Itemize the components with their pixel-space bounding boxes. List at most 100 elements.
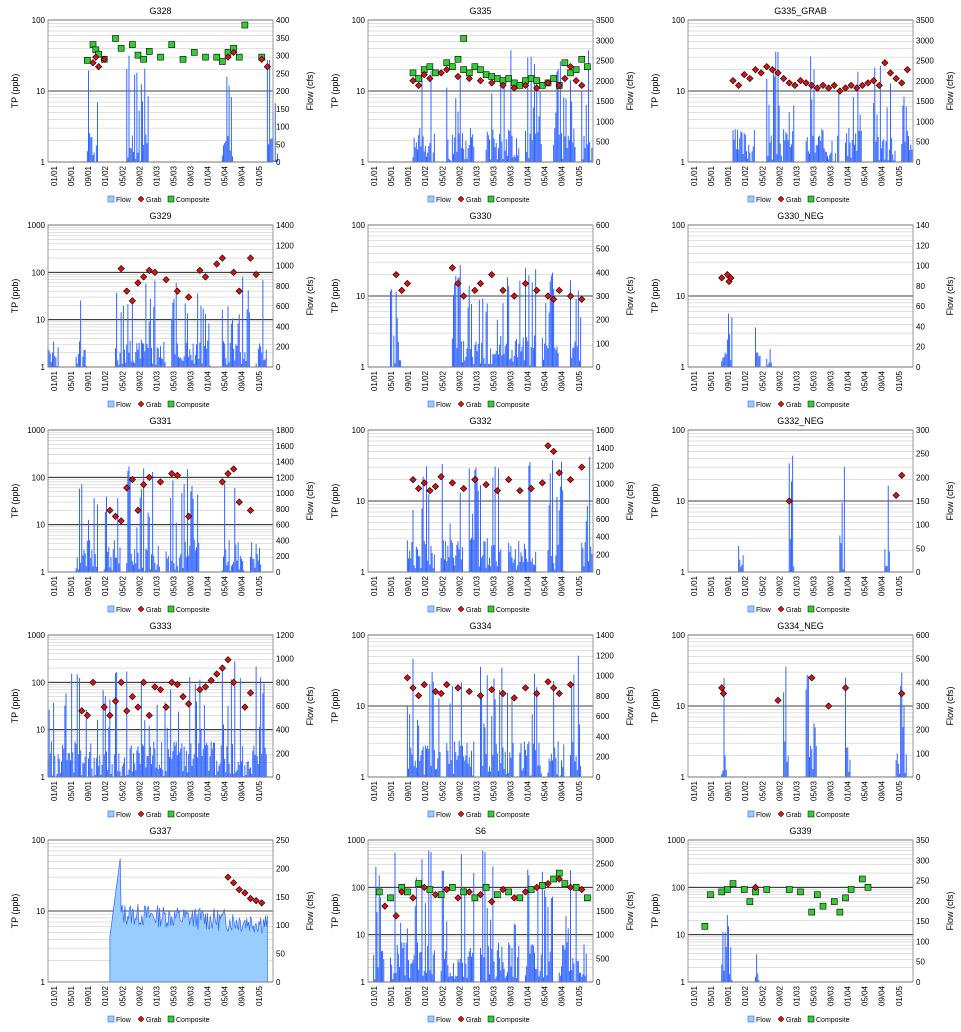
grab-point xyxy=(173,287,181,295)
chart-panel-g335-grab: G335_GRAB 1 10 100 0 500 1000 1500 2000 2500 3000 3… xyxy=(640,0,960,210)
grab-point xyxy=(740,71,748,79)
grab-point xyxy=(476,692,485,700)
x-tick-label: 09/01 xyxy=(724,575,733,596)
y-tick-label: 100 xyxy=(672,883,686,892)
grab-point xyxy=(499,885,507,894)
x-tick-label: 09/01 xyxy=(84,575,93,596)
legend-flow-swatch xyxy=(107,605,115,613)
composite-point xyxy=(213,53,221,61)
y-tick-label: 1 xyxy=(681,158,686,167)
grab-point xyxy=(415,484,423,493)
grab-point xyxy=(128,297,136,305)
legend: Flow Grab Composite xyxy=(107,605,210,614)
composite-point xyxy=(443,59,451,67)
grab-point xyxy=(224,656,232,664)
legend-grab-label: Grab xyxy=(146,812,162,819)
x-tick-label: 01/05 xyxy=(575,780,584,801)
y2-tick-label: 1000 xyxy=(596,479,614,488)
y-tick-label: 10 xyxy=(356,292,365,301)
x-tick-label: 09/04 xyxy=(878,165,887,186)
grab-point xyxy=(499,286,507,295)
grab-point xyxy=(437,69,445,77)
x-tick-label: 09/02 xyxy=(135,165,144,186)
x-tick-label: 05/03 xyxy=(809,370,818,391)
legend-grab-label: Grab xyxy=(466,197,482,204)
y2-tick-label: 2000 xyxy=(596,883,614,892)
y-tick-label: 1000 xyxy=(347,836,365,845)
x-tick-label: 01/01 xyxy=(690,575,699,596)
x-tick-label: 01/02 xyxy=(421,370,430,391)
chart-svg: G335110100050010001500200025003000350001… xyxy=(330,6,635,204)
grab-point xyxy=(836,87,844,95)
y-tick-label: 10 xyxy=(676,292,685,301)
chart-panel-g331: G331 1 10 100 1000 0 200 400 600 800 1000 1200 1400 1… xyxy=(0,410,320,620)
grab-point xyxy=(415,692,423,700)
y2-tick-label: 500 xyxy=(596,245,610,254)
y-tick-label: 1 xyxy=(681,568,686,577)
y2-tick-label: 400 xyxy=(276,726,290,735)
plot-frame xyxy=(687,429,914,573)
grab-point xyxy=(729,77,737,85)
grab-point xyxy=(718,684,726,692)
grab-point xyxy=(185,700,193,708)
grab-point xyxy=(825,84,833,92)
grab-point xyxy=(252,897,260,905)
chart-svg: G331 1 10 100 1000 0 200 400 600 800 1000 1200 1400 1… xyxy=(10,416,315,614)
x-tick-label: 01/03 xyxy=(792,780,801,801)
chart-title: G331 xyxy=(149,416,171,426)
plot-frame xyxy=(687,634,914,778)
x-tick-label: 05/01 xyxy=(67,575,76,596)
y2-tick-label: 20 xyxy=(916,343,925,352)
y2-tick-label: 500 xyxy=(596,138,610,147)
y2-tick-label: 350 xyxy=(916,836,930,845)
legend-flow-label: Flow xyxy=(756,197,772,204)
x-tick-label: 01/01 xyxy=(50,985,59,1006)
x-tick-label: 01/02 xyxy=(421,780,430,801)
chart-title: G335_GRAB xyxy=(774,6,827,16)
x-tick-label: 09/04 xyxy=(558,370,567,391)
grab-point xyxy=(106,711,114,720)
x-tick-label: 05/04 xyxy=(861,780,870,801)
grab-point xyxy=(426,74,434,83)
x-tick-label: 05/03 xyxy=(169,370,178,391)
grab-point xyxy=(510,694,518,702)
composite-point xyxy=(527,75,535,82)
legend-grab-swatch xyxy=(137,605,145,613)
grab-point xyxy=(465,888,473,896)
y2-tick-label: 50 xyxy=(276,950,285,959)
x-tick-label: 01/05 xyxy=(895,780,904,801)
legend-grab-label: Grab xyxy=(786,1017,802,1024)
grab-point xyxy=(819,81,827,90)
chart-title: G332 xyxy=(469,416,491,426)
legend: Flow Grab Composite xyxy=(427,1015,530,1024)
legend-grab-swatch xyxy=(457,1015,465,1023)
grab-point xyxy=(230,268,238,276)
composite-point xyxy=(84,57,91,64)
x-tick-label: 05/03 xyxy=(809,165,818,186)
y-tick-label: 10 xyxy=(676,702,685,711)
legend-flow-label: Flow xyxy=(436,197,452,204)
y2-tick-label: 800 xyxy=(276,282,290,291)
y2-axis-label: Flow (cfs) xyxy=(305,687,315,726)
x-tick-label: 05/01 xyxy=(387,370,396,391)
y2-axis-label: Flow (cfs) xyxy=(305,892,315,931)
grab-point xyxy=(785,79,793,87)
plot-frame xyxy=(687,19,914,163)
x-tick-label: 09/02 xyxy=(455,985,464,1006)
composite-point xyxy=(797,888,804,896)
x-tick-label: 05/04 xyxy=(541,780,550,801)
x-tick-label: 01/02 xyxy=(101,985,110,1006)
legend-grab-label: Grab xyxy=(786,812,802,819)
legend-composite-label: Composite xyxy=(496,1017,530,1024)
y2-tick-label: 1800 xyxy=(276,426,294,435)
x-tick-label: 01/05 xyxy=(895,575,904,596)
y2-axis-label: Flow (cfs) xyxy=(945,277,955,316)
chart-svg: G337 1 10 100 0 50 100 150 200 250 01/01 05/01 09/01… xyxy=(10,826,315,1024)
grab-point xyxy=(555,286,563,295)
legend-composite-swatch xyxy=(167,400,175,408)
chart-panel-g337: G337 1 10 100 0 50 100 150 200 250 01/01 05/01 09/01… xyxy=(0,820,320,1030)
composite-point xyxy=(454,55,462,63)
grab-point xyxy=(903,66,911,74)
y2-tick-label: 0 xyxy=(916,158,921,167)
grab-point xyxy=(235,287,243,295)
